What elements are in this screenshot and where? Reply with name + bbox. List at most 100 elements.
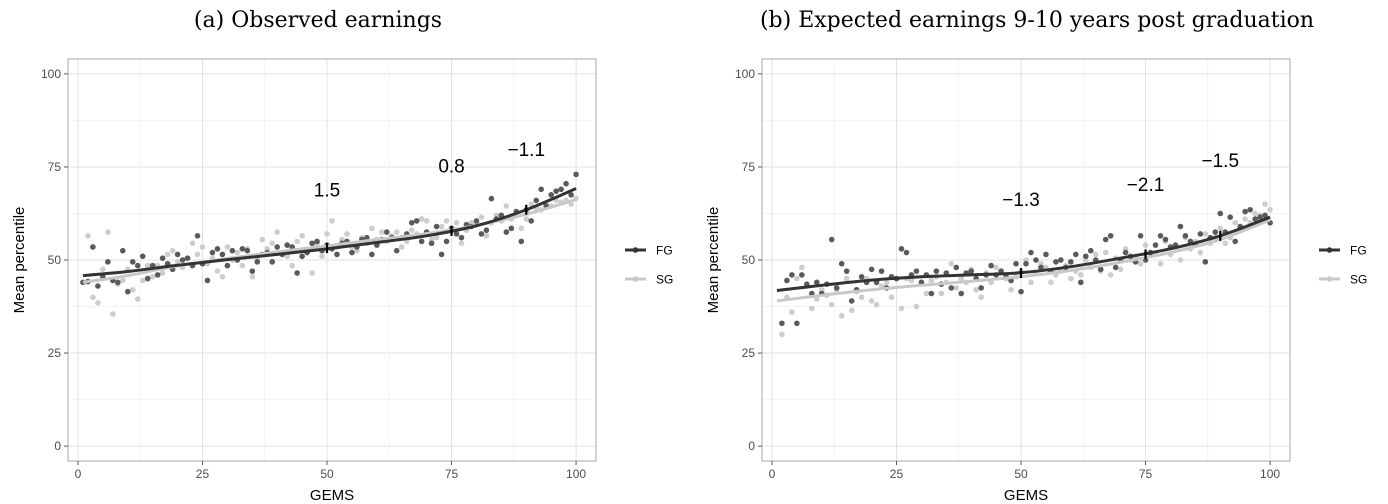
fg-point xyxy=(1257,214,1263,220)
fg-fit-line xyxy=(776,215,1271,293)
fg-point xyxy=(119,247,126,254)
fg-point xyxy=(154,272,161,278)
y-tick-label: 75 xyxy=(48,160,62,174)
fg-point xyxy=(1033,257,1039,263)
fg-point xyxy=(443,238,450,245)
fg-point xyxy=(533,197,540,204)
sg-point xyxy=(978,294,984,301)
sg-point xyxy=(369,225,375,232)
sg-point xyxy=(1102,249,1109,256)
sg-point xyxy=(913,303,920,310)
fg-point xyxy=(269,259,276,265)
sg-point xyxy=(418,216,425,222)
fg-point xyxy=(553,188,559,194)
fg-point xyxy=(139,253,146,260)
x-axis-label: GEMS xyxy=(1004,487,1048,504)
fg-point xyxy=(1217,210,1224,217)
fg-point xyxy=(224,262,231,269)
fg-point xyxy=(548,192,554,198)
fg-point xyxy=(309,240,315,247)
gap-annotation: 0.8 xyxy=(438,157,464,178)
sg-point xyxy=(199,244,206,250)
fg-point xyxy=(1262,212,1268,219)
sg-point xyxy=(478,214,485,220)
sg-point xyxy=(828,301,835,308)
sg-point xyxy=(379,229,385,235)
sg-point xyxy=(139,277,146,284)
fg-point xyxy=(134,262,141,269)
sg-point xyxy=(329,218,335,224)
fg-point xyxy=(953,264,960,271)
fg-point xyxy=(563,180,569,187)
fg-point xyxy=(1038,264,1044,271)
fg-point xyxy=(503,229,510,235)
sg-point xyxy=(973,286,979,293)
fg-point xyxy=(453,231,460,237)
sg-point xyxy=(129,286,136,293)
sg-point xyxy=(948,260,955,267)
fg-point xyxy=(349,249,355,256)
sg-point xyxy=(1077,272,1084,278)
sg-point xyxy=(423,218,430,224)
fg-point xyxy=(1018,288,1024,295)
sg-point xyxy=(1092,251,1099,258)
fg-point xyxy=(558,186,564,193)
x-axis-label: GEMS xyxy=(310,487,354,504)
fg-point xyxy=(528,218,535,224)
sg-point xyxy=(1262,201,1268,207)
fg-point xyxy=(933,268,940,274)
sg-point xyxy=(1222,240,1229,247)
sg-point xyxy=(1202,231,1209,237)
sg-point xyxy=(105,229,111,235)
x-tick-label: 25 xyxy=(890,467,904,481)
sg-point xyxy=(1117,266,1124,273)
fg-point xyxy=(369,251,375,258)
y-tick-label: 75 xyxy=(742,160,756,174)
sg-point xyxy=(219,273,226,280)
sg-point xyxy=(1242,216,1248,222)
legend-label-sg: SG xyxy=(656,273,673,287)
legend-label-sg: SG xyxy=(1350,273,1367,287)
fg-point xyxy=(1137,233,1144,239)
fg-point xyxy=(1232,238,1239,245)
x-tick-label: 75 xyxy=(445,467,459,481)
fg-point xyxy=(144,275,151,282)
fg-point xyxy=(393,247,400,254)
sg-point xyxy=(928,277,935,284)
fg-point xyxy=(159,255,166,261)
fg-point xyxy=(1077,279,1084,286)
fg-point xyxy=(1202,259,1209,265)
fg-point xyxy=(314,238,320,245)
sg-point xyxy=(1008,286,1014,293)
legend-dot-sg xyxy=(632,276,639,282)
sg-point xyxy=(813,296,820,302)
y-tick-label: 0 xyxy=(748,439,755,453)
fg-point xyxy=(1212,229,1219,235)
sg-point xyxy=(149,273,156,280)
fg-point xyxy=(209,249,216,256)
fg-point xyxy=(1087,247,1094,254)
sg-point xyxy=(858,294,865,301)
fg-point xyxy=(958,290,965,297)
fg-point xyxy=(1073,251,1079,258)
sg-point xyxy=(938,290,945,297)
fg-point xyxy=(913,268,920,274)
fg-point xyxy=(948,285,955,291)
fg-point xyxy=(813,279,820,286)
sg-point xyxy=(958,275,965,282)
sg-point xyxy=(194,251,201,258)
fg-point xyxy=(383,229,390,235)
fg-point xyxy=(1227,214,1234,220)
fg-point xyxy=(1177,223,1184,230)
legend-dot-sg xyxy=(1326,276,1333,282)
panel-b-title: (b) Expected earnings 9-10 years post gr… xyxy=(759,8,1315,33)
fg-point xyxy=(833,285,840,291)
sg-point xyxy=(169,247,176,254)
sg-point xyxy=(433,234,440,241)
sg-point xyxy=(100,266,106,273)
sg-point xyxy=(224,244,231,250)
sg-point xyxy=(868,298,875,304)
sg-point xyxy=(1068,275,1074,282)
sg-point xyxy=(344,231,350,237)
gap-annotation: −1.1 xyxy=(508,140,546,161)
